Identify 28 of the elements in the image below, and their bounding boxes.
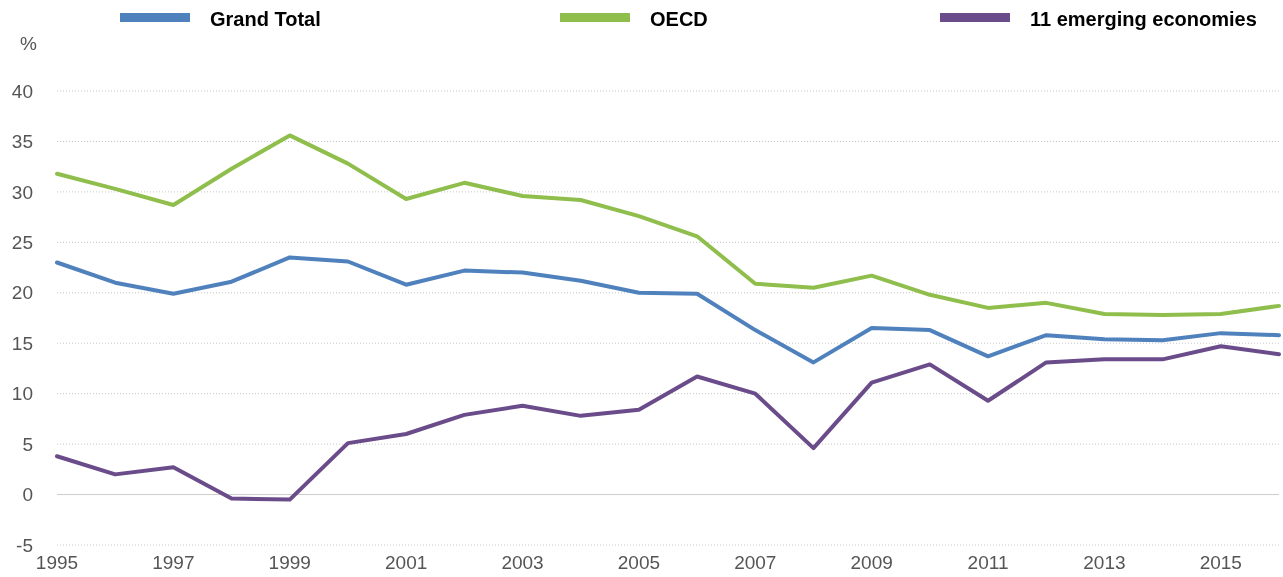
y-tick-label: 15 [11,332,33,354]
x-tick-label: 2013 [1083,552,1126,573]
x-tick-label: 1997 [152,552,195,573]
x-tick-label: 2005 [617,552,661,573]
x-tick-label: 2009 [850,552,893,573]
x-tick-label: 2003 [501,552,544,573]
line-series [55,344,1281,502]
y-tick-label: 10 [11,383,33,405]
y-tick-label: 30 [11,181,33,203]
line-series [55,133,1281,317]
x-tick-label: 2011 [967,552,1009,573]
y-tick-label: 20 [11,282,33,304]
y-tick-label: -5 [16,534,33,556]
y-tick-label: 0 [22,484,33,506]
y-axis-title: % [20,33,37,54]
legend-label: Grand Total [210,8,321,30]
y-tick-label: 25 [11,231,33,253]
x-tick-label: 1995 [35,552,79,573]
y-tick-label: 40 [11,80,33,102]
y-tick-label: 5 [22,433,33,455]
x-tick-label: 2001 [385,552,428,573]
x-tick-label: 2015 [1199,552,1242,573]
legend-label: OECD [650,8,708,30]
legend-label: 11 emerging economies [1030,8,1257,30]
x-tick-label: 1999 [268,552,311,573]
line-series [55,255,1281,365]
y-tick-label: 35 [11,131,33,153]
x-tick-label: 2007 [734,552,777,573]
